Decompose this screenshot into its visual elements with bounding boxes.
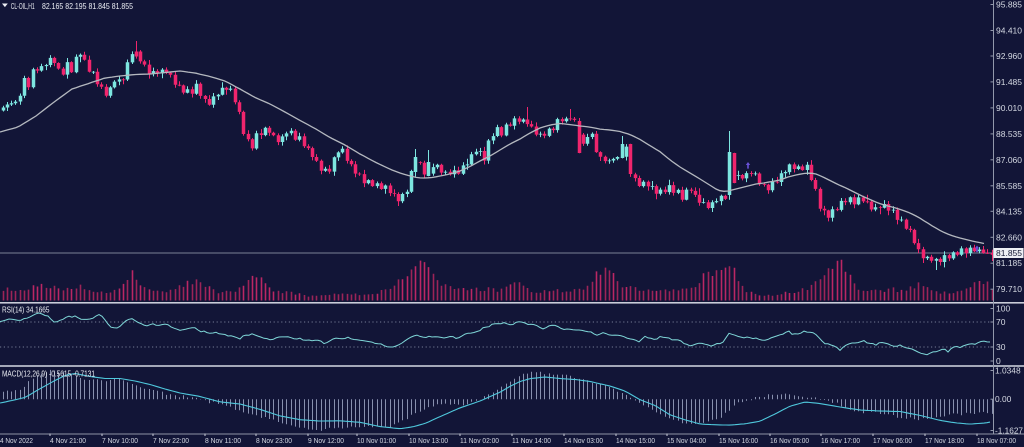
svg-text:0: 0 xyxy=(996,356,1001,366)
svg-text:85.585: 85.585 xyxy=(996,181,1022,191)
svg-text:-1.1627: -1.1627 xyxy=(995,426,1023,436)
svg-text:70: 70 xyxy=(996,317,1006,327)
svg-text:CL-OIL,H1: CL-OIL,H1 xyxy=(11,2,35,11)
svg-text:17 Nov 18:00: 17 Nov 18:00 xyxy=(925,436,964,445)
svg-text:7 Nov 10:00: 7 Nov 10:00 xyxy=(102,436,138,445)
svg-text:11 Nov 02:00: 11 Nov 02:00 xyxy=(460,436,499,445)
svg-text:81.855: 81.855 xyxy=(996,248,1022,258)
svg-text:92.960: 92.960 xyxy=(996,51,1022,61)
svg-text:91.485: 91.485 xyxy=(996,77,1022,87)
svg-text:10 Nov 01:00: 10 Nov 01:00 xyxy=(357,436,396,445)
svg-text:94.410: 94.410 xyxy=(996,26,1022,36)
svg-text:15 Nov 16:00: 15 Nov 16:00 xyxy=(719,436,758,445)
svg-text:14 Nov 15:00: 14 Nov 15:00 xyxy=(616,436,655,445)
svg-text:9 Nov 12:00: 9 Nov 12:00 xyxy=(308,436,344,445)
svg-text:8 Nov 23:00: 8 Nov 23:00 xyxy=(256,436,292,445)
svg-text:79.710: 79.710 xyxy=(996,284,1022,294)
svg-text:87.060: 87.060 xyxy=(996,155,1022,165)
svg-text:0.00: 0.00 xyxy=(995,394,1012,404)
svg-text:88.535: 88.535 xyxy=(996,129,1022,139)
svg-text:17 Nov 06:00: 17 Nov 06:00 xyxy=(873,436,912,445)
svg-text:1.0348: 1.0348 xyxy=(995,366,1021,376)
svg-text:16 Nov 05:00: 16 Nov 05:00 xyxy=(770,436,809,445)
svg-text:82.660: 82.660 xyxy=(996,232,1022,242)
svg-text:10 Nov 13:00: 10 Nov 13:00 xyxy=(409,436,448,445)
svg-text:100: 100 xyxy=(996,304,1010,314)
svg-text:15 Nov 04:00: 15 Nov 04:00 xyxy=(667,436,706,445)
svg-text:8 Nov 11:00: 8 Nov 11:00 xyxy=(205,436,241,445)
svg-text:95.885: 95.885 xyxy=(996,0,1022,10)
svg-text:82.165 82.195 81.845 81.855: 82.165 82.195 81.845 81.855 xyxy=(42,2,133,11)
svg-text:81.185: 81.185 xyxy=(996,258,1022,268)
svg-text:4 Nov 2022: 4 Nov 2022 xyxy=(0,436,33,445)
svg-text:30: 30 xyxy=(996,342,1006,352)
svg-text:18 Nov 07:00: 18 Nov 07:00 xyxy=(977,436,1016,445)
svg-text:14 Nov 03:00: 14 Nov 03:00 xyxy=(564,436,603,445)
svg-text:84.135: 84.135 xyxy=(996,206,1022,216)
svg-text:RSI(14) 34.1665: RSI(14) 34.1665 xyxy=(2,306,50,315)
svg-text:7 Nov 22:00: 7 Nov 22:00 xyxy=(153,436,189,445)
svg-text:16 Nov 17:00: 16 Nov 17:00 xyxy=(821,436,860,445)
svg-text:11 Nov 14:00: 11 Nov 14:00 xyxy=(512,436,551,445)
svg-text:MACD(12,26,9) -0.5615 -0.7131: MACD(12,26,9) -0.5615 -0.7131 xyxy=(2,370,95,379)
svg-text:4 Nov 21:00: 4 Nov 21:00 xyxy=(50,436,86,445)
svg-text:90.010: 90.010 xyxy=(996,103,1022,113)
